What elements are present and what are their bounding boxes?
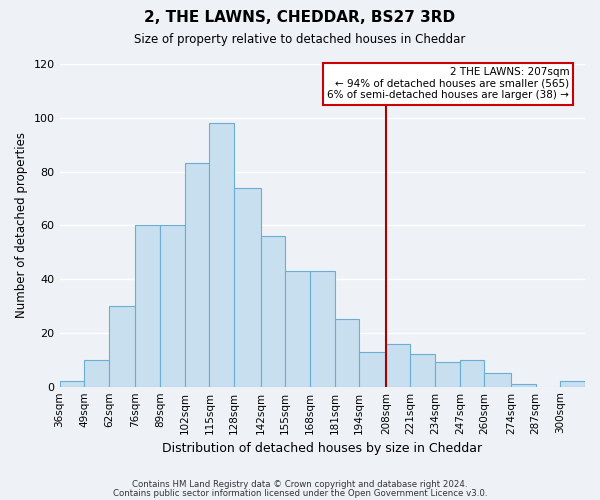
Bar (285, 271, 310, 386)
Text: Contains public sector information licensed under the Open Government Licence v3: Contains public sector information licen… (113, 488, 487, 498)
Bar (185, 164, 209, 386)
Bar (484, 373, 511, 386)
Bar (109, 306, 136, 386)
Y-axis label: Number of detached properties: Number of detached properties (15, 132, 28, 318)
Bar (136, 226, 160, 386)
X-axis label: Distribution of detached houses by size in Cheddar: Distribution of detached houses by size … (162, 442, 482, 455)
Bar (435, 362, 460, 386)
Bar (410, 354, 435, 386)
Bar (160, 226, 185, 386)
Bar (84, 360, 109, 386)
Bar (234, 188, 260, 386)
Text: Size of property relative to detached houses in Cheddar: Size of property relative to detached ho… (134, 32, 466, 46)
Bar (260, 236, 285, 386)
Bar (335, 320, 359, 386)
Text: 2, THE LAWNS, CHEDDAR, BS27 3RD: 2, THE LAWNS, CHEDDAR, BS27 3RD (145, 10, 455, 25)
Bar (511, 384, 536, 386)
Text: 2 THE LAWNS: 207sqm
← 94% of detached houses are smaller (565)
6% of semi-detach: 2 THE LAWNS: 207sqm ← 94% of detached ho… (328, 67, 569, 100)
Text: Contains HM Land Registry data © Crown copyright and database right 2024.: Contains HM Land Registry data © Crown c… (132, 480, 468, 489)
Bar (209, 123, 234, 386)
Bar (560, 382, 585, 386)
Bar (460, 360, 484, 386)
Bar (359, 352, 386, 386)
Bar (59, 382, 84, 386)
Bar (310, 271, 335, 386)
Bar (386, 344, 410, 386)
